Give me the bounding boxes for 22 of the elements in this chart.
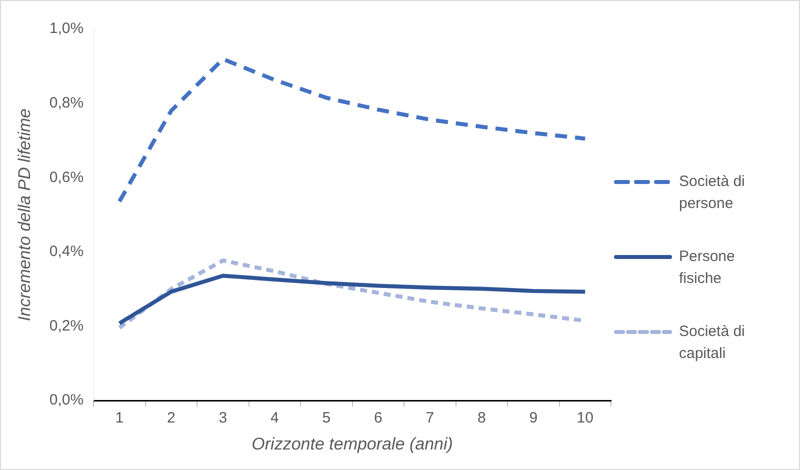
x-axis-title: Orizzonte temporale (anni) (252, 434, 453, 454)
y-tick-label: 0,6% (49, 168, 84, 186)
y-tick-label: 0,4% (49, 243, 84, 260)
x-tick-label: 5 (322, 410, 331, 427)
y-tick-label: 0,8% (49, 94, 84, 112)
y-axis-title: Incremento della PD lifetime (14, 108, 34, 322)
legend-label: Società di capitali (679, 322, 746, 364)
line-series (117, 57, 588, 204)
x-tick-label: 2 (167, 410, 176, 427)
x-tick-label: 3 (218, 410, 228, 427)
x-tick-label: 8 (477, 410, 486, 427)
y-tick-label: 1,0% (49, 20, 84, 38)
legend-label: Persone fisiche (679, 247, 736, 289)
legend-label: Società di persone (679, 172, 746, 214)
x-tick-label: 1 (115, 410, 124, 427)
y-tick-label: 0,2% (49, 317, 84, 334)
x-tick-label: 9 (529, 410, 538, 427)
x-tick-label: 7 (426, 410, 434, 427)
y-tick-label: 0,0% (49, 392, 84, 409)
x-tick-label: 4 (270, 410, 279, 427)
x-tick-label: 6 (374, 410, 382, 427)
x-tick-label: 10 (576, 410, 594, 427)
